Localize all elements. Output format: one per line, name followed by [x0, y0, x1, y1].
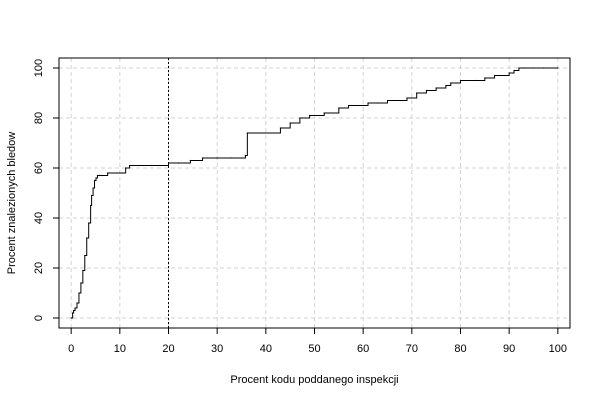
data-point: [309, 114, 311, 117]
data-point: [542, 67, 544, 69]
data-point: [323, 112, 325, 114]
y-tick-label: 80: [33, 112, 45, 124]
data-point: [74, 307, 76, 309]
data-point: [411, 97, 413, 99]
data-point: [513, 69, 515, 72]
y-tick-label: 0: [33, 315, 45, 321]
data-point: [338, 107, 340, 109]
data-point: [240, 157, 243, 159]
data-point: [150, 164, 153, 167]
series-line: [71, 67, 558, 319]
data-point: [518, 67, 520, 69]
data-point: [177, 162, 179, 164]
x-tick-label: 90: [503, 343, 515, 355]
data-point: [265, 132, 267, 134]
data-point: [93, 179, 96, 182]
y-axis: 0 20 40 60 80 100: [33, 59, 60, 321]
y-tick-label: 40: [33, 212, 45, 224]
y-tick-label: 60: [33, 162, 45, 174]
data-point: [445, 84, 447, 87]
data-point: [70, 317, 72, 319]
data-point: [189, 159, 191, 162]
data-point: [86, 237, 88, 239]
x-tick-label: 80: [454, 343, 466, 355]
data-point: [508, 72, 510, 74]
data-point: [347, 104, 350, 107]
x-tick-label: 20: [162, 343, 174, 355]
data-point: [100, 174, 102, 177]
x-tick-label: 30: [211, 343, 223, 355]
data-point: [95, 177, 97, 179]
data-point: [557, 67, 559, 69]
data-point: [493, 74, 496, 77]
data-point: [498, 74, 501, 77]
data-point: [246, 132, 248, 134]
data-point: [96, 174, 99, 177]
data-point: [244, 154, 246, 157]
data-point: [377, 102, 379, 104]
data-point: [90, 204, 92, 207]
grid: [59, 58, 570, 328]
x-tick-label: 100: [549, 343, 567, 355]
data-point: [88, 222, 90, 224]
data-point: [78, 292, 80, 294]
data-point: [91, 194, 93, 197]
data-point: [459, 79, 462, 82]
data-point: [367, 102, 369, 104]
x-tick-label: 0: [68, 343, 74, 355]
data-point: [121, 172, 123, 174]
data-point: [279, 127, 282, 129]
data-point: [84, 254, 86, 257]
x-tick-label: 60: [357, 343, 369, 355]
data-point: [357, 104, 359, 107]
data-point: [107, 172, 109, 174]
data-point: [474, 79, 476, 82]
data-point: [231, 157, 233, 159]
data-point: [92, 187, 94, 189]
data-point: [72, 312, 74, 314]
data-point: [435, 87, 437, 89]
data-point: [167, 162, 170, 164]
data-point: [532, 67, 535, 69]
data-point: [289, 122, 291, 124]
data-point: [116, 172, 118, 174]
data-point: [128, 164, 131, 167]
data-point: [125, 167, 127, 169]
data-point: [416, 92, 418, 94]
data-point: [138, 164, 140, 167]
data-point: [450, 82, 452, 84]
data-point: [406, 97, 408, 99]
x-tick-label: 50: [308, 343, 320, 355]
x-axis-title: Procent kodu poddanego inspekcji: [230, 374, 398, 386]
data-point: [73, 309, 75, 312]
data-point: [425, 89, 428, 92]
series-group: [70, 67, 559, 319]
x-tick-label: 40: [260, 343, 272, 355]
x-tick-label: 10: [114, 343, 126, 355]
data-point: [299, 117, 301, 119]
data-point: [216, 157, 218, 159]
data-point: [484, 77, 486, 79]
y-axis-title: Procent znalezionych bledow: [6, 132, 18, 275]
data-point: [76, 302, 78, 304]
data-point: [80, 282, 82, 284]
y-tick-label: 20: [33, 262, 45, 274]
data-point: [82, 269, 84, 272]
x-tick-label: 70: [406, 343, 418, 355]
data-point: [98, 174, 100, 177]
data-point: [396, 99, 398, 102]
y-tick-label: 100: [33, 59, 45, 77]
x-axis: 0 10 20 30 40 50 60 70 80 90 100: [68, 327, 567, 355]
data-point: [201, 157, 204, 159]
data-point: [386, 99, 389, 102]
data-point: [523, 67, 525, 69]
